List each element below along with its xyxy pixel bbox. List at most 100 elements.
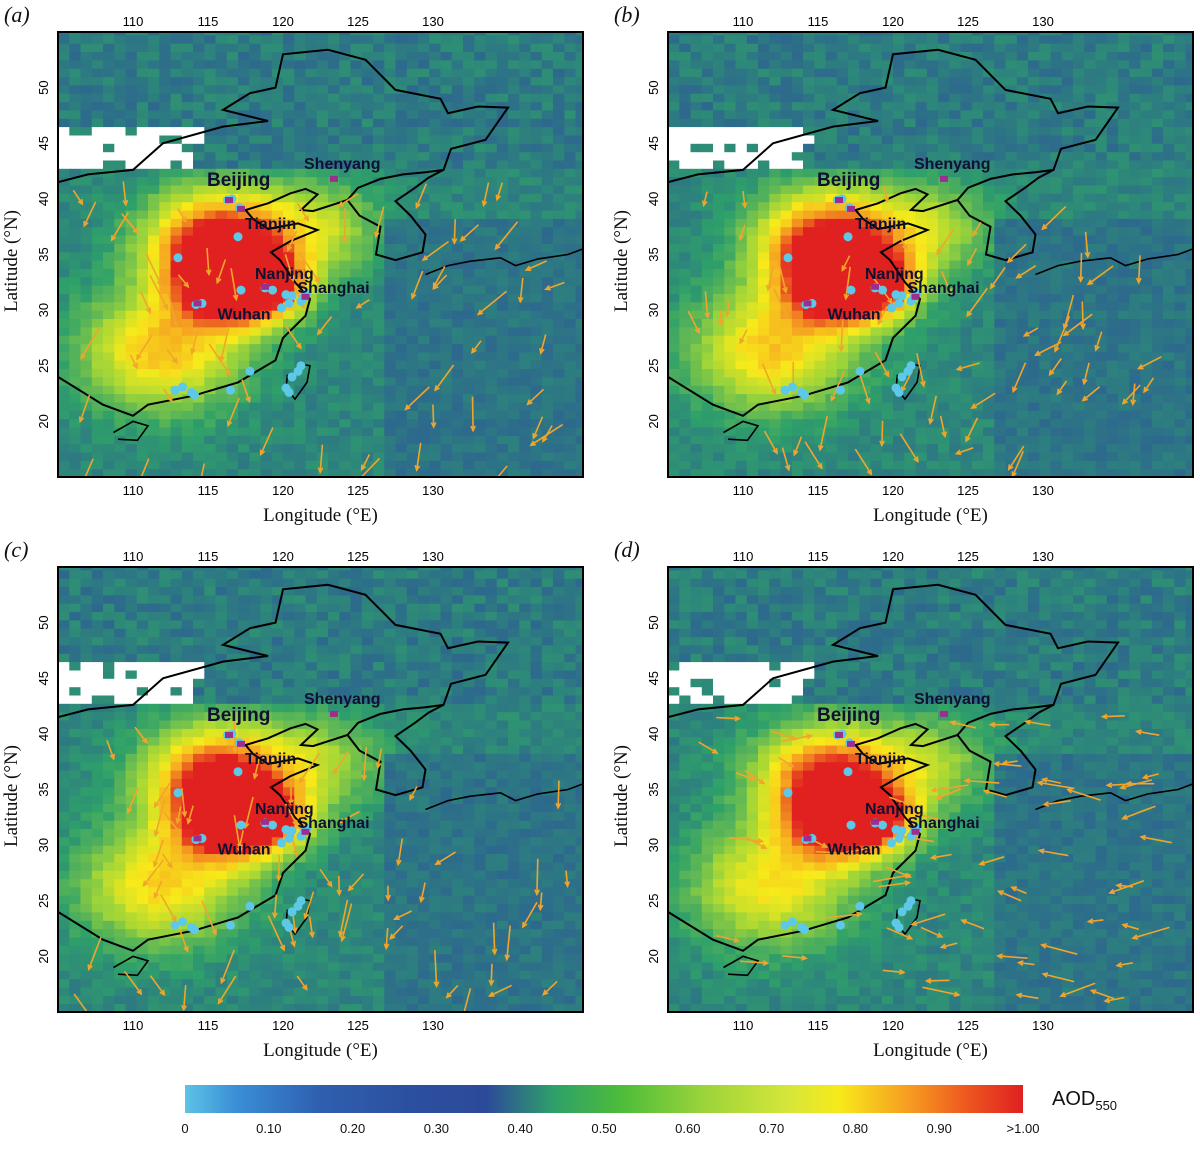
lon-tick-label-bottom: 125 — [957, 483, 979, 498]
lon-tick-label-bottom: 110 — [733, 483, 754, 498]
lon-tick-label-top: 130 — [422, 549, 444, 564]
city-label-shenyang: Shenyang — [304, 156, 380, 173]
monitoring-site-marker — [844, 767, 853, 776]
lat-tick-label: 25 — [36, 894, 51, 908]
lon-tick-label-bottom: 110 — [733, 1018, 754, 1033]
monitoring-site-marker — [234, 232, 243, 241]
lon-tick-label-top: 115 — [198, 14, 219, 29]
monitoring-site-marker — [246, 367, 255, 376]
city-label-tianjin: Tianjin — [855, 216, 906, 233]
city-label-beijing: Beijing — [817, 705, 880, 726]
city-label-wuhan: Wuhan — [218, 841, 271, 858]
lat-tick-label: 30 — [36, 303, 51, 317]
colorbar-tick-label: 0.90 — [927, 1121, 952, 1136]
city-label-beijing: Beijing — [817, 170, 880, 191]
lat-tick-label: 30 — [646, 838, 661, 852]
lon-tick-label-top: 110 — [733, 14, 754, 29]
monitoring-site-marker — [277, 303, 286, 312]
city-label-shanghai: Shanghai — [298, 815, 370, 832]
monitoring-site-marker — [836, 386, 845, 395]
monitoring-site-marker — [800, 390, 809, 399]
city-marker-nanjing — [871, 819, 879, 825]
lon-tick-label-bottom: 120 — [882, 483, 904, 498]
monitoring-site-marker — [887, 303, 896, 312]
monitoring-site-marker — [226, 921, 235, 930]
lat-tick-label: 30 — [36, 838, 51, 852]
lat-tick-label: 35 — [36, 247, 51, 261]
lon-tick-label-top: 115 — [808, 14, 829, 29]
colorbar-tick-label: 0.70 — [759, 1121, 784, 1136]
city-marker-beijing — [835, 197, 843, 203]
city-marker-beijing — [835, 732, 843, 738]
monitoring-site-marker — [836, 921, 845, 930]
city-marker-wuhan — [194, 300, 202, 306]
lat-tick-label: 40 — [36, 192, 51, 206]
city-label-shenyang: Shenyang — [914, 691, 990, 708]
monitoring-site-marker — [895, 299, 904, 308]
city-label-wuhan: Wuhan — [828, 306, 881, 323]
city-marker-wuhan — [194, 835, 202, 841]
monitoring-site-marker — [190, 390, 199, 399]
city-label-tianjin: Tianjin — [245, 751, 296, 768]
lat-tick-label: 35 — [36, 782, 51, 796]
monitoring-site-marker — [878, 286, 887, 295]
lon-tick-label-bottom: 120 — [272, 1018, 294, 1033]
lon-tick-label-bottom: 115 — [198, 483, 219, 498]
city-label-shanghai: Shanghai — [298, 280, 370, 297]
y-axis-label: Latitude (°N) — [1, 131, 23, 391]
monitoring-site-marker — [268, 286, 277, 295]
colorbar-tick-label: >1.00 — [1007, 1121, 1040, 1136]
lon-tick-label-top: 125 — [957, 14, 979, 29]
monitoring-site-marker — [174, 788, 183, 797]
monitoring-site-marker — [784, 788, 793, 797]
city-label-wuhan: Wuhan — [828, 841, 881, 858]
lat-tick-label: 40 — [646, 727, 661, 741]
lon-tick-label-bottom: 130 — [422, 483, 444, 498]
monitoring-site-marker — [856, 902, 865, 911]
lat-tick-label: 25 — [646, 359, 661, 373]
city-marker-shenyang — [940, 176, 948, 182]
lat-tick-label: 45 — [646, 671, 661, 685]
lon-tick-label-bottom: 125 — [347, 483, 369, 498]
y-axis-label: Latitude (°N) — [611, 666, 633, 926]
lon-tick-label-top: 110 — [123, 14, 144, 29]
colorbar-tick-label: 0.80 — [843, 1121, 868, 1136]
aod-map-d: BeijingTianjinShenyangNanjingShanghaiWuh… — [610, 535, 1200, 1070]
monitoring-site-marker — [781, 386, 790, 395]
lon-tick-label-bottom: 120 — [272, 483, 294, 498]
city-marker-nanjing — [871, 284, 879, 290]
lon-tick-label-top: 125 — [957, 549, 979, 564]
lon-tick-label-top: 130 — [422, 14, 444, 29]
lon-tick-label-bottom: 115 — [198, 1018, 219, 1033]
city-marker-nanjing — [261, 819, 269, 825]
panel-label: (b) — [614, 2, 640, 28]
lat-tick-label: 45 — [36, 136, 51, 150]
monitoring-site-marker — [285, 388, 294, 397]
lat-tick-label: 20 — [646, 949, 661, 963]
city-marker-tianjin — [237, 206, 245, 212]
lon-tick-label-top: 110 — [123, 549, 144, 564]
city-label-wuhan: Wuhan — [218, 306, 271, 323]
lat-tick-label: 20 — [36, 414, 51, 428]
city-label-shenyang: Shenyang — [304, 691, 380, 708]
aod-field — [668, 561, 1197, 1012]
lon-tick-label-bottom: 130 — [422, 1018, 444, 1033]
x-axis-label: Longitude (°E) — [26, 1040, 616, 1062]
city-marker-tianjin — [237, 741, 245, 747]
panel-label: (c) — [4, 537, 28, 563]
lat-tick-label: 40 — [646, 192, 661, 206]
x-axis-label: Longitude (°E) — [636, 1040, 1200, 1062]
monitoring-site-marker — [237, 286, 246, 295]
lon-tick-label-bottom: 115 — [808, 483, 829, 498]
city-label-shenyang: Shenyang — [914, 156, 990, 173]
aod-map-b: BeijingTianjinShenyangNanjingShanghaiWuh… — [610, 0, 1200, 535]
colorbar-tick-label: 0.10 — [256, 1121, 281, 1136]
lon-tick-label-top: 120 — [882, 14, 904, 29]
lat-tick-label: 50 — [36, 615, 51, 629]
colorbar-tick-label: 0.50 — [591, 1121, 616, 1136]
colorbar-tick-label: 0.60 — [675, 1121, 700, 1136]
monitoring-site-marker — [268, 821, 277, 830]
